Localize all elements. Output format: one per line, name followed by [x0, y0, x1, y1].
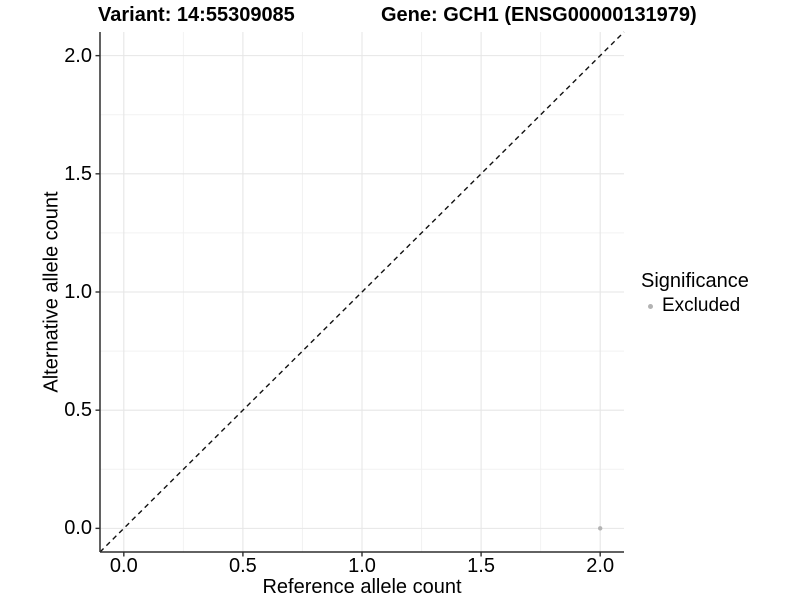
y-tick-label: 0.5: [64, 399, 92, 422]
y-tick-label: 2.0: [64, 44, 92, 67]
y-tick-label: 0.0: [64, 517, 92, 540]
x-tick-label: 1.5: [467, 555, 495, 577]
plot-title-variant: Variant: 14:55309085: [98, 4, 295, 26]
legend: Significance Excluded: [638, 270, 749, 317]
x-tick-label: 0.5: [229, 555, 257, 577]
legend-entry-excluded: Excluded: [638, 295, 749, 317]
x-tick-label: 1.0: [348, 555, 376, 577]
y-tick-label: 1.5: [64, 162, 92, 185]
data-point-excluded: [597, 526, 603, 531]
y-tick-label: 1.0: [64, 281, 92, 303]
identity-dashed-line: [99, 31, 625, 553]
legend-key-point-icon: [648, 303, 653, 309]
x-tick-label: 0.0: [109, 555, 138, 577]
legend-title: Significance: [641, 270, 749, 292]
y-axis-title: Alternative allele count: [40, 191, 63, 393]
x-axis-title: Reference allele count: [262, 576, 462, 598]
legend-entry-label: Excluded: [662, 295, 741, 316]
x-tick-label: 2.0: [586, 555, 615, 577]
plot-title-gene: Gene: GCH1 (ENSG00000131979): [381, 4, 697, 26]
